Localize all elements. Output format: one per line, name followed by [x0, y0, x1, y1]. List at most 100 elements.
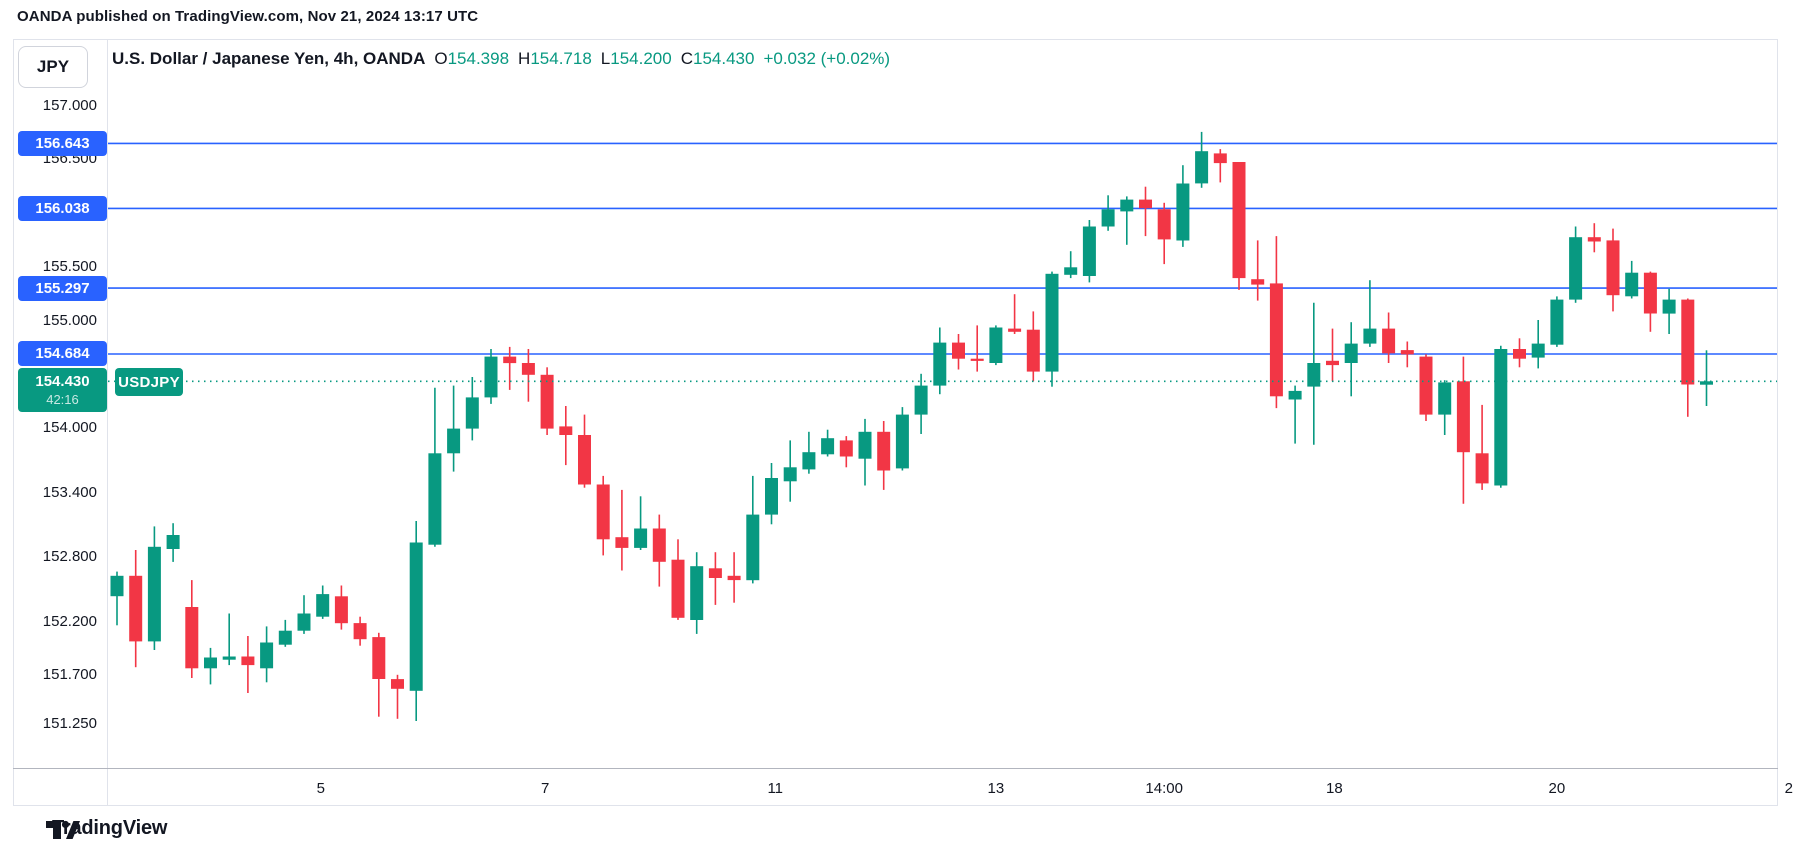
- candle[interactable]: [1008, 294, 1022, 334]
- candle[interactable]: [839, 436, 853, 468]
- candle[interactable]: [914, 373, 928, 434]
- candle[interactable]: [821, 429, 835, 457]
- candle[interactable]: [1531, 320, 1545, 369]
- candle[interactable]: [596, 475, 610, 556]
- candle[interactable]: [989, 325, 1003, 366]
- candle[interactable]: [1120, 196, 1134, 245]
- close-label: C: [680, 49, 693, 68]
- candle[interactable]: [147, 526, 161, 650]
- candle[interactable]: [1307, 302, 1321, 445]
- candle[interactable]: [204, 647, 217, 685]
- candle[interactable]: [465, 377, 479, 441]
- candle[interactable]: [858, 418, 872, 486]
- candle[interactable]: [260, 626, 274, 683]
- candle[interactable]: [1700, 350, 1713, 406]
- candle[interactable]: [652, 514, 666, 587]
- candle[interactable]: [765, 463, 778, 525]
- candle[interactable]: [353, 616, 367, 646]
- candle[interactable]: [428, 387, 442, 547]
- candle[interactable]: [297, 595, 311, 634]
- candle[interactable]: [1513, 338, 1526, 368]
- candle[interactable]: [634, 496, 648, 550]
- price-axis-label: 155.500: [42, 257, 97, 275]
- candle[interactable]: [110, 571, 124, 626]
- candle[interactable]: [391, 674, 404, 719]
- candle[interactable]: [708, 552, 722, 605]
- time-axis-label: 5: [316, 780, 325, 797]
- candle[interactable]: [877, 421, 891, 490]
- candle[interactable]: [1494, 345, 1508, 488]
- candle[interactable]: [1064, 251, 1078, 279]
- candle[interactable]: [1139, 186, 1152, 237]
- candle[interactable]: [970, 325, 984, 372]
- candle[interactable]: [1176, 165, 1190, 247]
- candle[interactable]: [671, 539, 685, 620]
- candle[interactable]: [1419, 354, 1433, 421]
- candle[interactable]: [1569, 226, 1583, 303]
- candle[interactable]: [503, 346, 517, 390]
- candle[interactable]: [241, 636, 255, 693]
- candle[interactable]: [1606, 228, 1620, 312]
- currency-symbol-button[interactable]: JPY: [18, 46, 88, 88]
- candle[interactable]: [1251, 240, 1265, 301]
- level-price-badge: 155.297: [18, 275, 107, 301]
- candle[interactable]: [1269, 236, 1283, 409]
- time-axis-separator: [13, 768, 1778, 769]
- candle[interactable]: [278, 619, 292, 647]
- candle[interactable]: [166, 523, 180, 562]
- footer-branding[interactable]: TradingView: [46, 817, 167, 840]
- candle[interactable]: [559, 406, 573, 466]
- candle[interactable]: [1643, 271, 1657, 332]
- candle[interactable]: [1587, 223, 1601, 253]
- candle[interactable]: [1382, 312, 1396, 364]
- candle[interactable]: [783, 440, 797, 502]
- candle[interactable]: [746, 475, 760, 584]
- candle[interactable]: [1681, 298, 1695, 417]
- chart-widget-border: [13, 39, 1778, 806]
- candle[interactable]: [1456, 356, 1470, 504]
- candle[interactable]: [521, 349, 535, 402]
- candle[interactable]: [447, 385, 461, 472]
- price-pane-separator: [107, 39, 108, 806]
- candle[interactable]: [615, 489, 629, 571]
- candle[interactable]: [1082, 220, 1096, 283]
- candle[interactable]: [1438, 380, 1452, 435]
- candle[interactable]: [1550, 296, 1564, 347]
- candle[interactable]: [1662, 288, 1676, 334]
- candle[interactable]: [895, 407, 909, 471]
- candle[interactable]: [484, 349, 498, 404]
- candle[interactable]: [372, 632, 386, 717]
- candle[interactable]: [952, 334, 965, 370]
- candle[interactable]: [1026, 311, 1040, 382]
- candle[interactable]: [129, 550, 143, 668]
- candle[interactable]: [1400, 341, 1414, 368]
- candle[interactable]: [222, 613, 236, 666]
- candle[interactable]: [334, 585, 348, 630]
- candle[interactable]: [1363, 280, 1377, 347]
- candle[interactable]: [933, 327, 947, 395]
- candle[interactable]: [1625, 260, 1639, 299]
- candle[interactable]: [185, 580, 199, 678]
- candle[interactable]: [316, 585, 330, 619]
- time-axis-label: 18: [1326, 780, 1343, 797]
- candle[interactable]: [1157, 202, 1171, 265]
- candle[interactable]: [1045, 271, 1059, 387]
- candle[interactable]: [1475, 404, 1489, 490]
- candle[interactable]: [690, 552, 704, 634]
- level-price-badge: 156.643: [18, 130, 107, 156]
- candle[interactable]: [802, 431, 816, 474]
- candle[interactable]: [727, 552, 741, 603]
- candle[interactable]: [540, 367, 554, 435]
- candle[interactable]: [1288, 385, 1302, 444]
- candle[interactable]: [1326, 328, 1339, 382]
- candle[interactable]: [1232, 162, 1246, 290]
- candle[interactable]: [409, 521, 423, 721]
- candle[interactable]: [578, 414, 591, 488]
- candle[interactable]: [1213, 149, 1227, 183]
- time-axis-label: 13: [987, 780, 1005, 797]
- candle[interactable]: [1195, 131, 1209, 188]
- candle[interactable]: [1344, 322, 1358, 397]
- candle[interactable]: [1101, 195, 1115, 231]
